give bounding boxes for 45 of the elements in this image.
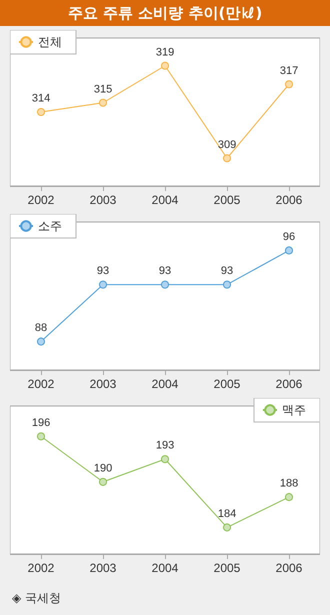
x-tick-label: 2002 (28, 193, 55, 207)
legend-label: 전체 (38, 35, 62, 49)
point (285, 493, 293, 502)
x-tick-label: 2003 (90, 193, 117, 207)
chart-title: 주요 주류 소비량 추이(만㎘) (0, 0, 330, 26)
x-tick-label: 2006 (276, 561, 303, 575)
data-label: 96 (282, 230, 296, 243)
x-tick-label: 2004 (152, 193, 179, 207)
legend-label: 소주 (38, 219, 62, 233)
point (37, 108, 45, 116)
data-label: 190 (94, 462, 112, 474)
data-label: 93 (96, 265, 110, 278)
data-label: 193 (156, 440, 174, 452)
data-label: 188 (280, 478, 298, 490)
x-tick-label: 2003 (90, 561, 117, 575)
data-label: 315 (94, 83, 112, 96)
x-tick-label: 2005 (214, 193, 241, 207)
x-tick-label: 2005 (214, 561, 241, 575)
data-label: 88 (34, 322, 48, 334)
point (161, 62, 169, 70)
legend-label: 맥주 (282, 403, 306, 417)
text: ◈ 국세청 (12, 590, 62, 607)
point (99, 478, 107, 486)
data-label: 314 (32, 92, 50, 104)
x-tick-label: 2002 (28, 377, 55, 391)
data-label: 319 (156, 46, 174, 58)
point (223, 154, 231, 162)
data-label: 93 (220, 265, 234, 278)
x-tick-label: 2004 (152, 377, 179, 391)
point (285, 80, 293, 88)
data-label: 196 (32, 416, 50, 429)
data-label: 309 (218, 138, 236, 151)
point (223, 523, 231, 532)
data-label: 184 (218, 508, 236, 520)
x-tick-label: 2005 (214, 377, 241, 391)
data-label: 93 (158, 265, 172, 278)
point (37, 432, 45, 440)
x-tick-label: 2004 (152, 561, 179, 575)
data-label: 317 (280, 64, 298, 77)
x-tick-label: 2006 (276, 377, 303, 391)
x-tick-label: 2003 (90, 377, 117, 391)
x-tick-label: 2002 (28, 561, 55, 575)
point (161, 455, 169, 464)
x-tick-label: 2006 (276, 193, 303, 207)
point (99, 98, 107, 107)
